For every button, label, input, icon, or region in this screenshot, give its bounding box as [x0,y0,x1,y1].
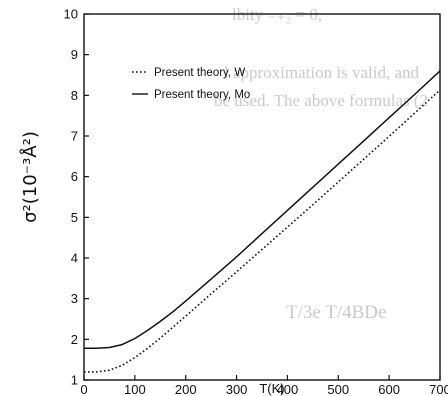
x-tick-label-100: 100 [124,382,146,396]
series-line-mo [84,70,441,350]
x-tick-label-600: 600 [378,382,400,396]
legend-label-w: Present theory, W [154,67,245,79]
x-tick-label-400: 400 [277,382,299,396]
x-tick-label-300: 300 [226,382,248,396]
y-tick-label-1: 1 [71,373,78,388]
y-tick-label-4: 4 [71,251,78,266]
legend: Present theory, W Present theory, Mo [132,67,250,101]
background-text-line-4: T/3e T/4BDe [286,302,386,323]
x-tick-label-0: 0 [80,382,87,396]
series-line-w [84,89,441,373]
series-layer [84,70,441,373]
background-text-line-2: l approximation is valid, and [224,63,419,82]
y-tick-label-9: 9 [71,47,78,62]
x-tick-label-700: 700 [429,382,448,396]
y-tick-label-10: 10 [64,7,78,22]
y-tick-label-8: 8 [71,88,78,103]
y-tick-label-2: 2 [71,332,78,347]
y-tick-label-6: 6 [71,169,78,184]
y-axis-label: σ²(10⁻³Å²) [19,131,41,223]
legend-label-mo: Present theory, Mo [154,89,250,101]
background-text: lbity ₋₊₂ = 0, l approximation is valid,… [214,5,428,323]
x-axis-label: T(K) [259,381,284,396]
background-text-line-3: be used. The above formulas (2 [214,91,428,110]
x-tick-label-200: 200 [175,382,197,396]
y-tick-label-7: 7 [71,129,78,144]
y-tick-label-5: 5 [71,210,78,225]
plot-frame [83,13,441,381]
axis-ticks: 0 100 200 300 400 500 600 700 1 2 3 4 5 6 7 8 9 10 [64,7,448,396]
y-tick-label-3: 3 [71,291,78,306]
x-tick-label-500: 500 [327,382,349,396]
